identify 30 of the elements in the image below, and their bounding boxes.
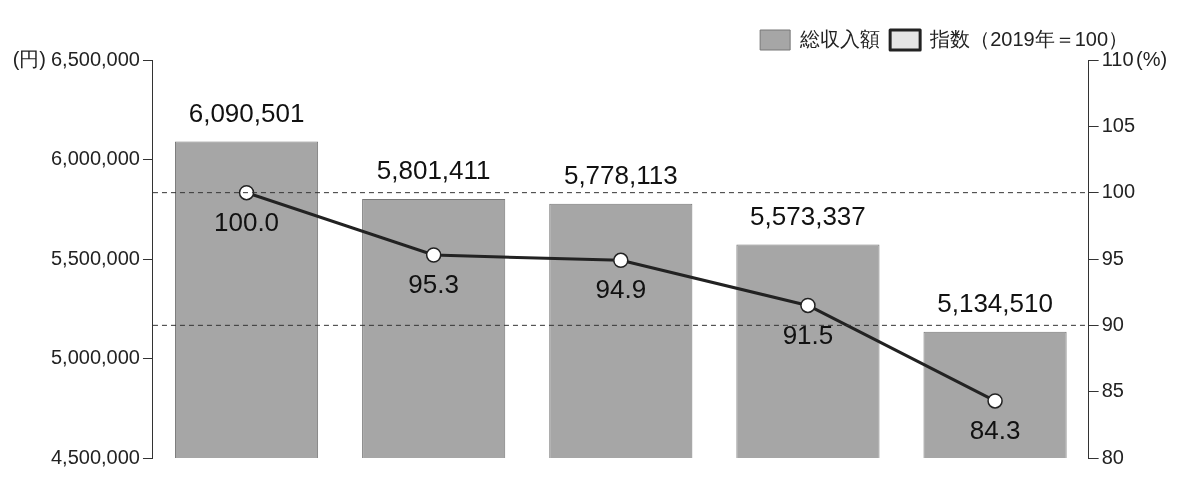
y-tick-label: 4,500,000 [50,445,140,468]
data-label: 5,778,113 [563,159,678,190]
y-axis-title: (円) [12,47,46,70]
y2-tick-label: 90 [1101,312,1124,335]
data-label: 91.5 [782,319,834,350]
data-label: 6,090,501 [188,97,305,128]
y-tick-label: 5,000,000 [50,346,140,369]
data-label: 5,573,337 [750,200,866,231]
point [613,252,629,269]
y-tick-label: 5,500,000 [50,246,140,269]
y-tick-label: 6,000,000 [50,147,140,170]
y2-tick-label: 100 [1101,180,1136,203]
data-label: 94.9 [595,274,647,305]
y2-tick-label: 85 [1101,379,1124,402]
y-tick-label: 6,500,000 [50,47,140,70]
point [800,297,816,314]
data-label: 100.0 [214,206,280,237]
y2-tick-label: 95 [1101,246,1124,269]
legend-label: 総収入額 [799,27,881,50]
data-label: 95.3 [408,269,459,300]
y2-tick-label: 105 [1101,113,1136,136]
point [425,247,442,263]
point [238,184,255,201]
legend-label: 指数（2019年＝100） [929,27,1129,50]
data-label: 5,134,510 [937,287,1053,318]
point [987,393,1003,409]
data-label: 5,801,411 [376,155,491,186]
data-label: 84.3 [969,415,1021,446]
y2-axis-title: (%) [1136,47,1168,70]
y2-tick-label: 80 [1101,445,1124,468]
